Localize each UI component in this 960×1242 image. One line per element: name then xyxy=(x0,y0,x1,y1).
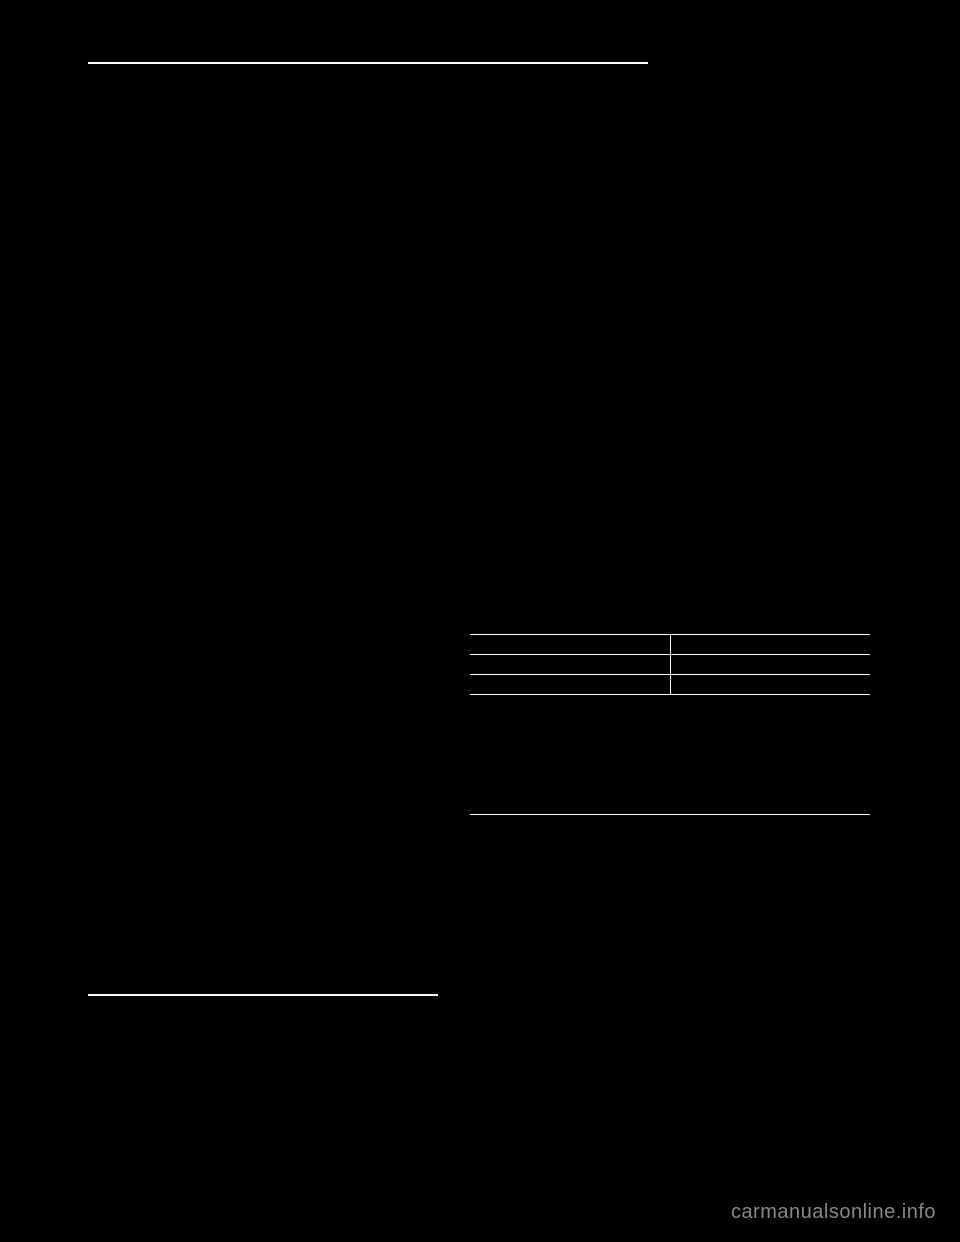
table-cell xyxy=(670,655,870,675)
table-cell xyxy=(470,635,670,655)
table-cell xyxy=(670,675,870,695)
table-row xyxy=(470,655,870,675)
table-row xyxy=(470,675,870,695)
table-cell xyxy=(470,695,870,815)
title-underline xyxy=(88,62,648,64)
table-row xyxy=(470,695,870,815)
spec-table xyxy=(470,634,870,815)
table-row xyxy=(470,635,870,655)
table-cell xyxy=(470,675,670,695)
page-container: carmanualsonline.info xyxy=(0,0,960,1242)
table-cell xyxy=(470,655,670,675)
table-cell xyxy=(670,635,870,655)
watermark-text: carmanualsonline.info xyxy=(731,1201,936,1224)
section-underline xyxy=(88,994,438,996)
